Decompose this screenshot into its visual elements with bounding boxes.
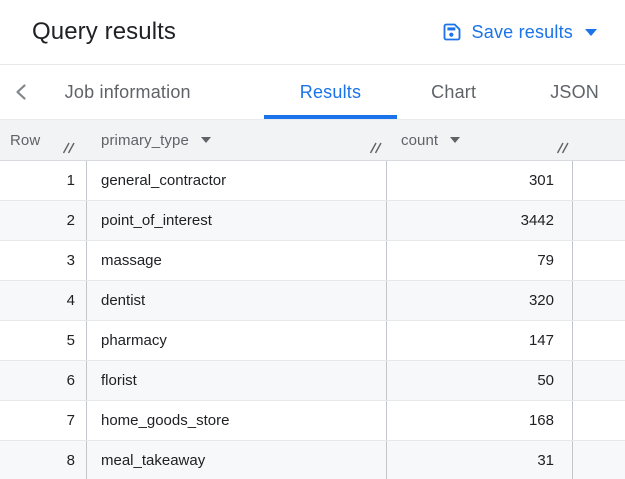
cell-count: 3442 <box>387 201 573 240</box>
page-title: Query results <box>32 18 177 45</box>
cell-filler <box>573 361 625 400</box>
caret-down-icon[interactable] <box>450 137 461 143</box>
cell-filler <box>573 201 625 240</box>
resize-handle-icon[interactable] <box>62 141 76 158</box>
cell-primary-type: dentist <box>87 281 387 320</box>
results-table: Row primary_type count <box>0 120 625 479</box>
chevron-left-icon <box>13 82 28 102</box>
cell-count: 79 <box>387 241 573 280</box>
table-row: 2 point_of_interest 3442 <box>0 201 625 241</box>
save-results-button[interactable]: Save results <box>442 22 597 43</box>
cell-count: 50 <box>387 361 573 400</box>
table-row: 6 florist 50 <box>0 361 625 401</box>
column-header-primary-type[interactable]: primary_type <box>87 120 387 160</box>
table-row: 1 general_contractor 301 <box>0 161 625 201</box>
tab-json[interactable]: JSON <box>524 65 625 119</box>
cell-row-number: 6 <box>0 361 87 400</box>
tabs-container: Job information Results Chart JSON <box>47 65 625 119</box>
save-results-label: Save results <box>471 21 573 42</box>
cell-filler <box>573 321 625 360</box>
tab-chart[interactable]: Chart <box>405 65 502 119</box>
cell-primary-type: meal_takeaway <box>87 441 387 479</box>
column-label: primary_type <box>101 131 189 149</box>
cell-count: 31 <box>387 441 573 479</box>
caret-down-icon <box>585 28 597 36</box>
cell-count: 147 <box>387 321 573 360</box>
results-tab-bar: Job information Results Chart JSON <box>0 65 625 120</box>
tab-label: Job information <box>64 81 191 102</box>
cell-row-number: 4 <box>0 281 87 320</box>
cell-primary-type: florist <box>87 361 387 400</box>
resize-handle-icon[interactable] <box>369 141 383 158</box>
cell-row-number: 7 <box>0 401 87 440</box>
table-row: 8 meal_takeaway 31 <box>0 441 625 479</box>
cell-primary-type: point_of_interest <box>87 201 387 240</box>
query-results-header: Query results Save results <box>0 0 625 65</box>
cell-filler <box>573 441 625 479</box>
cell-filler <box>573 241 625 280</box>
cell-primary-type: home_goods_store <box>87 401 387 440</box>
caret-down-icon[interactable] <box>200 137 211 143</box>
table-row: 5 pharmacy 147 <box>0 321 625 361</box>
table-row: 7 home_goods_store 168 <box>0 401 625 441</box>
cell-row-number: 2 <box>0 201 87 240</box>
cell-primary-type: pharmacy <box>87 321 387 360</box>
cell-primary-type: massage <box>87 241 387 280</box>
tab-label: Results <box>299 81 362 102</box>
tab-scroll-left-button[interactable] <box>0 65 47 119</box>
cell-count: 320 <box>387 281 573 320</box>
tab-results[interactable]: Results <box>263 65 398 119</box>
cell-primary-type: general_contractor <box>87 161 387 200</box>
table-header-row: Row primary_type count <box>0 120 625 161</box>
tab-label: JSON <box>550 81 599 102</box>
cell-row-number: 8 <box>0 441 87 479</box>
cell-row-number: 3 <box>0 241 87 280</box>
cell-filler <box>573 281 625 320</box>
column-header-filler <box>573 120 625 160</box>
cell-row-number: 5 <box>0 321 87 360</box>
column-header-row[interactable]: Row <box>0 120 87 160</box>
cell-filler <box>573 161 625 200</box>
tab-job-information[interactable]: Job information <box>47 65 209 119</box>
table-row: 4 dentist 320 <box>0 281 625 321</box>
cell-count: 301 <box>387 161 573 200</box>
column-header-count[interactable]: count <box>387 120 573 160</box>
table-row: 3 massage 79 <box>0 241 625 281</box>
cell-filler <box>573 401 625 440</box>
cell-row-number: 1 <box>0 161 87 200</box>
column-label: count <box>401 131 439 149</box>
tab-label: Chart <box>431 81 477 102</box>
resize-handle-icon[interactable] <box>556 141 570 158</box>
column-label: Row <box>10 131 41 149</box>
save-icon <box>442 22 462 42</box>
cell-count: 168 <box>387 401 573 440</box>
table-body: 1 general_contractor 301 2 point_of_inte… <box>0 161 625 479</box>
